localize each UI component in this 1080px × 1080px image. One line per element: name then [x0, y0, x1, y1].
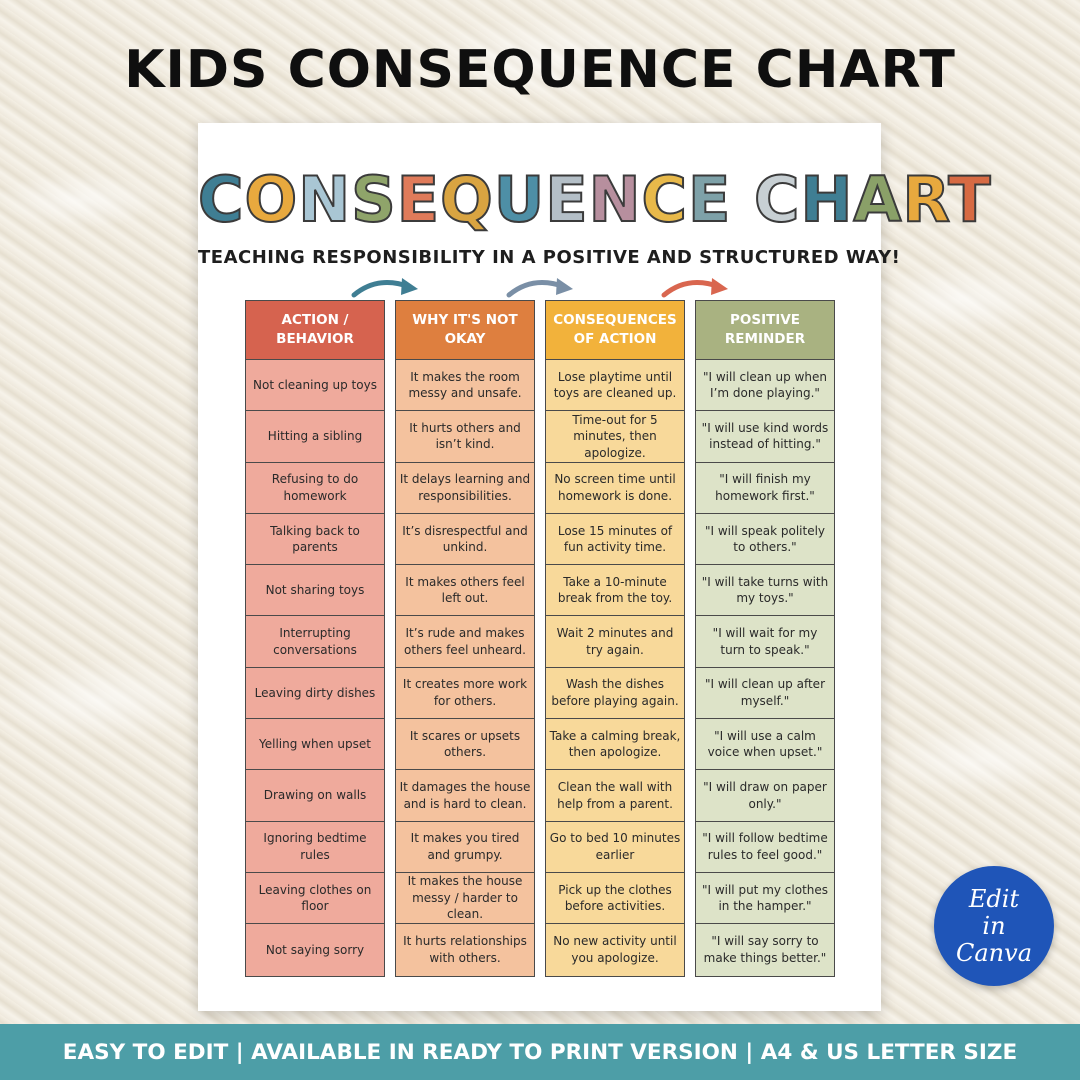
table-cell: Lose playtime until toys are cleaned up.: [546, 360, 684, 412]
table-cell: No new activity until you apologize.: [546, 924, 684, 976]
table-cell: It creates more work for others.: [396, 667, 534, 720]
column-why-not-okay: WHY IT'S NOT OKAY It makes the room messy…: [395, 300, 535, 977]
table-cell: "I will wait for my turn to speak.": [696, 616, 834, 668]
table-cell: It’s rude and makes others feel unheard.: [396, 616, 534, 668]
table-cell: Leaving dirty dishes: [246, 667, 384, 720]
chart-title-letter: U: [493, 162, 546, 237]
chart-title-letter: R: [901, 162, 949, 237]
table-cell: It makes you tired and grumpy.: [396, 821, 534, 873]
chart-title-letter: A: [852, 162, 903, 237]
chart-title-letter: T: [947, 162, 992, 237]
table-cell: It makes others feel left out.: [396, 565, 534, 617]
table-cell: Lose 15 minutes of fun activity time.: [546, 513, 684, 566]
table-cell: It’s disrespectful and unkind.: [396, 513, 534, 566]
column-positive-reminder: POSITIVE REMINDER "I will clean up when I…: [695, 300, 835, 977]
badge-line-2: in: [982, 911, 1006, 940]
table-cell: "I will draw on paper only.": [696, 770, 834, 822]
table-cell: Talking back to parents: [246, 513, 384, 566]
chart-title-letter: Q: [439, 162, 494, 237]
table-cell: No screen time until homework is done.: [546, 462, 684, 514]
table-cell: "I will finish my homework first.": [696, 462, 834, 514]
footer-text: EASY TO EDIT | AVAILABLE IN READY TO PRI…: [62, 1039, 1018, 1065]
table-cell: Not sharing toys: [246, 565, 384, 617]
badge-line-3: Canva: [956, 938, 1032, 967]
chart-title-letter: E: [687, 162, 732, 237]
chart-subtitle: TEACHING RESPONSIBILITY IN A POSITIVE AN…: [198, 247, 901, 268]
table-cell: Not cleaning up toys: [246, 360, 384, 412]
table-cell: Not saying sorry: [246, 924, 384, 976]
column-action-behavior: ACTION / BEHAVIOR Not cleaning up toys Hit…: [245, 300, 385, 977]
page-title: KIDS CONSEQUENCE CHART: [124, 40, 956, 100]
table-cell: Take a calming break, then apologize.: [546, 719, 684, 771]
table-cell: It scares or upsets others.: [396, 719, 534, 771]
chart-title-letter: H: [799, 162, 854, 237]
chart-title-letter: E: [544, 162, 589, 237]
column-header: ACTION / BEHAVIOR: [246, 301, 384, 360]
column-header: POSITIVE REMINDER: [696, 301, 834, 360]
table-cell: Wait 2 minutes and try again.: [546, 616, 684, 668]
column-header: CONSEQUENCES OF ACTION: [546, 301, 684, 360]
table-cell: "I will clean up when I’m done playing.": [696, 360, 834, 412]
arrow-icon-2: [506, 278, 573, 298]
chart-title-letter: N: [588, 162, 642, 237]
table-cell: It hurts relationships with others.: [396, 924, 534, 976]
table-cell: Time-out for 5 minutes, then apologize.: [546, 411, 684, 463]
table-cell: "I will take turns with my toys.": [696, 565, 834, 617]
table-cell: Go to bed 10 minutes earlier: [546, 821, 684, 873]
table-cell: "I will use kind words instead of hittin…: [696, 411, 834, 463]
chart-sheet: CONSEQUENCE CHART TEACHING RESPONSIBILIT…: [197, 123, 992, 1011]
table-cell: It delays learning and responsibilities.: [396, 462, 534, 514]
table-cell: It makes the house messy / harder to cle…: [396, 872, 534, 925]
chart-title-letter: N: [297, 162, 352, 237]
table-cell: Wash the dishes before playing again.: [546, 667, 684, 720]
table-cell: "I will speak politely to others.": [696, 513, 834, 566]
table-cell: It hurts others and isn’t kind.: [396, 411, 534, 463]
table-cell: Pick up the clothes before activities.: [546, 872, 684, 925]
table-cell: Ignoring bedtime rules: [246, 821, 384, 873]
edit-in-canva-badge: Edit in Canva: [934, 866, 1054, 986]
table-cell: Refusing to do homework: [246, 462, 384, 514]
table-cell: Interrupting conversations: [246, 616, 384, 668]
column-header: WHY IT'S NOT OKAY: [396, 301, 534, 360]
chart-title-letter: E: [396, 162, 441, 237]
footer-banner: EASY TO EDIT | AVAILABLE IN READY TO PRI…: [0, 1024, 1080, 1080]
table-cell: "I will put my clothes in the hamper.": [696, 872, 834, 925]
table-cell: "I will say sorry to make things better.…: [696, 924, 834, 976]
table-cell: Hitting a sibling: [246, 411, 384, 463]
chart-title-letter: O: [244, 162, 299, 237]
table-cell: Yelling when upset: [246, 719, 384, 771]
table-cell: Clean the wall with help from a parent.: [546, 770, 684, 822]
table-cell: Take a 10-minute break from the toy.: [546, 565, 684, 617]
table-cell: "I will clean up after myself.": [696, 667, 834, 720]
chart-title-letter: S: [350, 162, 397, 237]
chart-title-letter: C: [640, 162, 688, 237]
table-cell: Drawing on walls: [246, 770, 384, 822]
column-consequences: CONSEQUENCES OF ACTION Lose playtime unti…: [545, 300, 685, 977]
arrow-icon-1: [351, 278, 418, 298]
table-cell: It makes the room messy and unsafe.: [396, 360, 534, 412]
table-cell: "I will follow bedtime rules to feel goo…: [696, 821, 834, 873]
chart-title-letter: C: [753, 162, 801, 237]
badge-line-1: Edit: [968, 884, 1020, 913]
arrow-icon-3: [661, 278, 728, 298]
table-cell: Leaving clothes on floor: [246, 872, 384, 925]
chart-title: CONSEQUENCE CHART: [197, 162, 992, 237]
table-cell: It damages the house and is hard to clea…: [396, 770, 534, 822]
chart-title-letter: C: [197, 162, 245, 237]
table-cell: "I will use a calm voice when upset.": [696, 719, 834, 771]
chart-title-letter: [731, 163, 754, 236]
